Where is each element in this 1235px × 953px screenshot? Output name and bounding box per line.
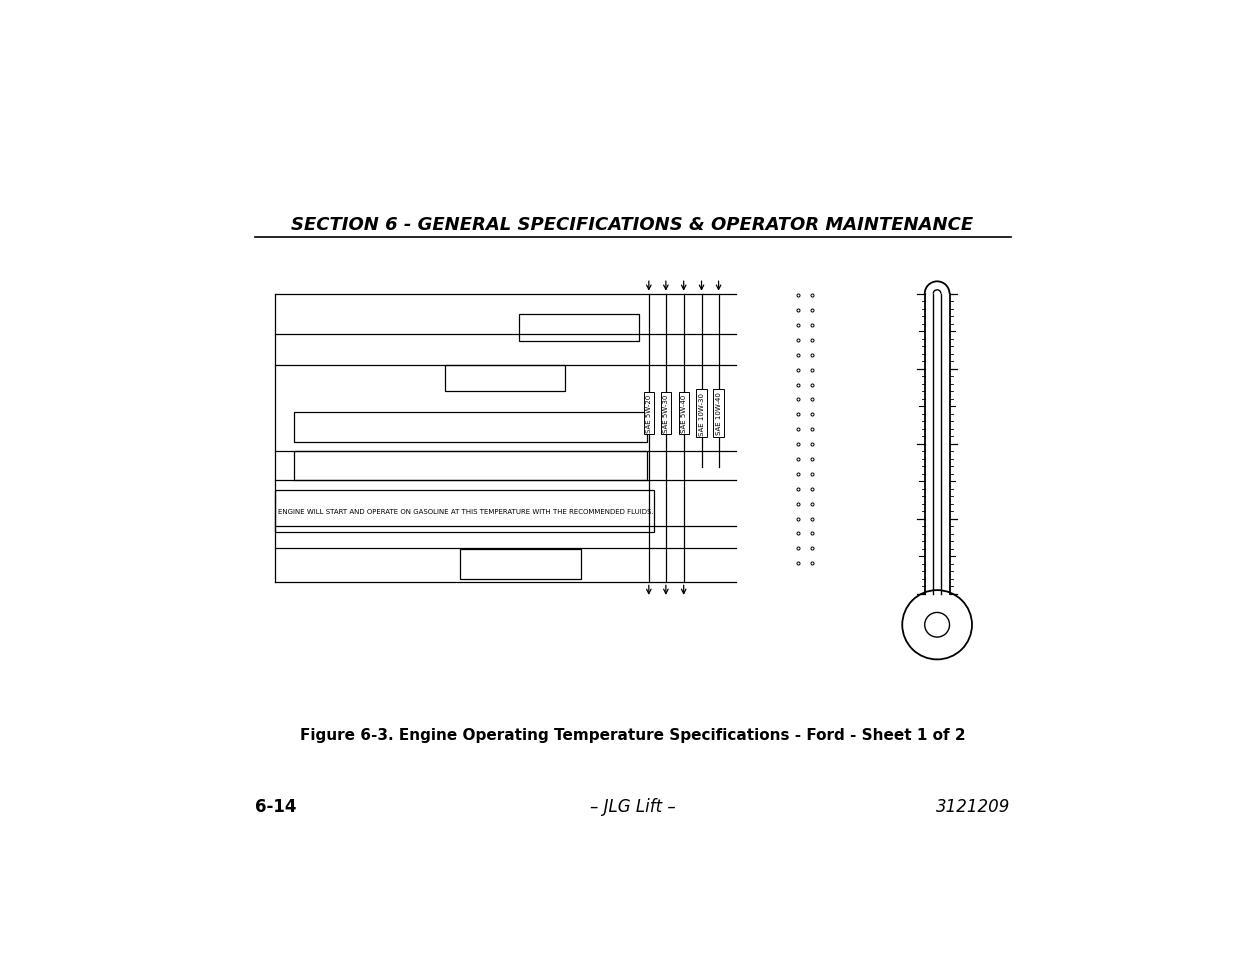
Text: Figure 6-3. Engine Operating Temperature Specifications - Ford - Sheet 1 of 2: Figure 6-3. Engine Operating Temperature… xyxy=(300,727,966,741)
Bar xyxy=(294,452,646,480)
Bar xyxy=(461,550,580,579)
Bar xyxy=(445,365,566,392)
Text: 3121209: 3121209 xyxy=(936,797,1010,815)
Text: 6-14: 6-14 xyxy=(256,797,296,815)
Text: SAE 5W-40: SAE 5W-40 xyxy=(680,395,687,433)
Bar xyxy=(294,413,646,442)
Text: SAE 5W-20: SAE 5W-20 xyxy=(646,395,652,433)
Bar xyxy=(519,315,638,342)
Text: SAE 10W-40: SAE 10W-40 xyxy=(715,393,721,435)
Text: SAE 5W-30: SAE 5W-30 xyxy=(663,395,669,433)
Text: – JLG Lift –: – JLG Lift – xyxy=(589,797,676,815)
Bar xyxy=(274,491,655,533)
Text: SAE 10W-30: SAE 10W-30 xyxy=(699,392,704,436)
Text: SECTION 6 - GENERAL SPECIFICATIONS & OPERATOR MAINTENANCE: SECTION 6 - GENERAL SPECIFICATIONS & OPE… xyxy=(291,216,973,234)
Text: ENGINE WILL START AND OPERATE ON GASOLINE AT THIS TEMPERATURE WITH THE RECOMMEND: ENGINE WILL START AND OPERATE ON GASOLIN… xyxy=(278,509,655,515)
